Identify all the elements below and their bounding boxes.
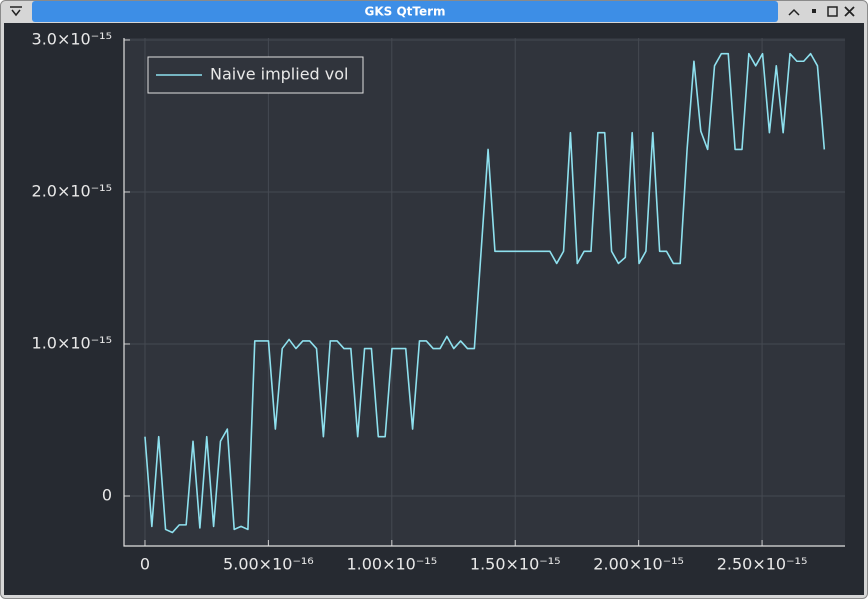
axis-line [123,38,845,547]
y-tick-label: 3.0×10⁻¹⁵ [32,29,112,48]
x-tick-label: 2.00×10⁻¹⁵ [593,555,684,574]
minimize-button[interactable] [812,9,816,13]
close-button[interactable] [844,6,855,17]
data-line [144,52,826,534]
title-bar [32,1,778,22]
x-tick-label: 1.00×10⁻¹⁵ [346,555,437,574]
maximize-button[interactable] [827,6,838,17]
y-tick-label: 0 [102,485,112,504]
x-tick-label: 1.50×10⁻¹⁵ [470,555,561,574]
shade-button[interactable] [788,8,800,16]
y-tick-label: 1.0×10⁻¹⁵ [32,333,112,352]
y-tick-label: 2.0×10⁻¹⁵ [32,181,112,200]
menu-button[interactable] [10,6,22,17]
plot-area [124,38,845,546]
x-tick-label: 5.00×10⁻¹⁶ [223,555,314,574]
legend-label: Naive implied vol [210,65,348,84]
window-title: GKS QtTerm [364,5,445,19]
x-tick-label: 0 [140,555,150,574]
x-tick-label: 2.50×10⁻¹⁵ [717,555,808,574]
